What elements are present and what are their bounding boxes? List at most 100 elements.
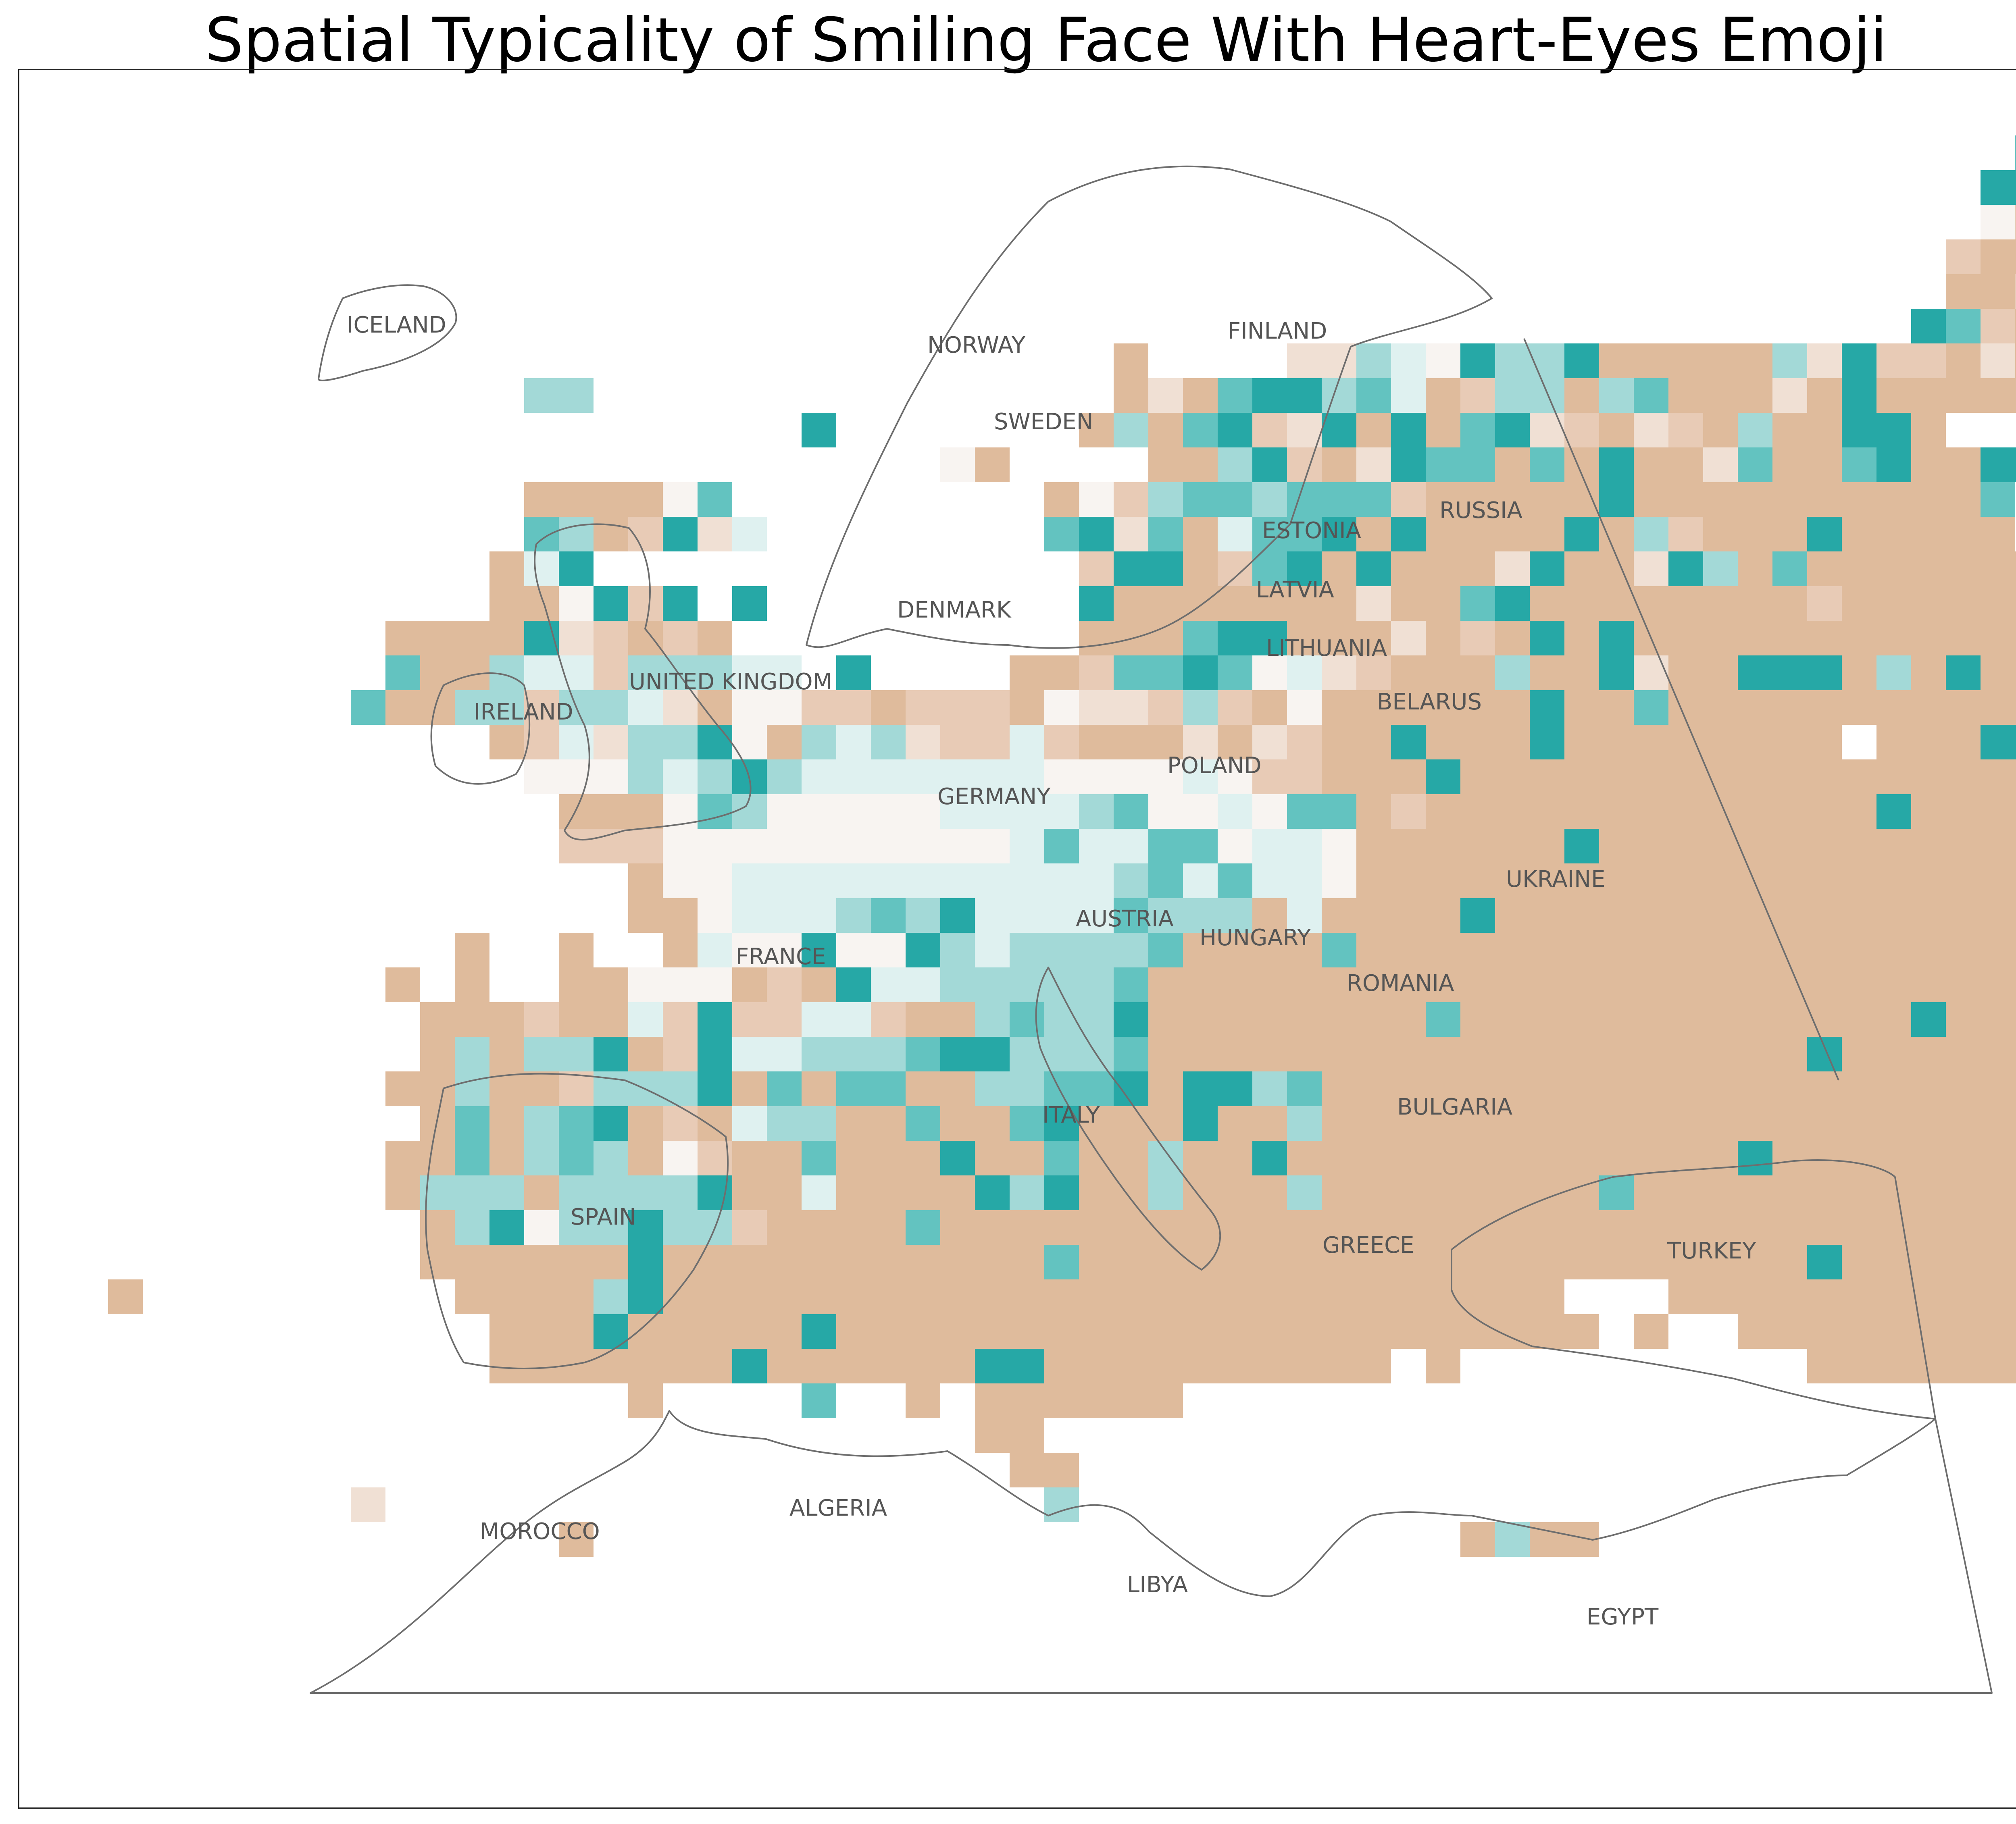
grid-cell [2015, 343, 2016, 378]
grid-cell [1842, 551, 1876, 586]
grid-cell [1738, 482, 1772, 517]
grid-cell [698, 1245, 732, 1279]
grid-cell [594, 967, 628, 1002]
grid-cell [975, 725, 1010, 759]
grid-cell [1738, 1071, 1772, 1106]
grid-cell [489, 1314, 524, 1349]
grid-cell [1946, 1071, 1981, 1106]
grid-cell [1460, 794, 1495, 829]
grid-cell [1148, 794, 1183, 829]
grid-cell [1946, 447, 1981, 482]
grid-cell [2015, 655, 2016, 690]
grid-cell [1738, 1141, 1772, 1175]
grid-cell [1807, 343, 1842, 378]
grid-cell [1807, 1141, 1842, 1175]
grid-cell [1807, 447, 1842, 482]
grid-cell [975, 1002, 1010, 1037]
grid-cell [1287, 1245, 1322, 1279]
grid-cell [1426, 378, 1460, 413]
map-boundary-outline [310, 1410, 1993, 1694]
grid-cell [1322, 655, 1356, 690]
grid-cell [2015, 205, 2016, 239]
grid-cell [1530, 1037, 1564, 1071]
grid-cell [594, 1210, 628, 1245]
grid-cell [1876, 1071, 1911, 1106]
grid-cell [1183, 1141, 1218, 1175]
grid-cell [455, 621, 489, 655]
grid-cell [455, 933, 489, 967]
grid-cell [1114, 1002, 1148, 1037]
grid-cell [1044, 863, 1079, 898]
iberia-outline [425, 1073, 729, 1369]
grid-cell [1668, 1071, 1703, 1106]
grid-cell [1183, 586, 1218, 621]
grid-cell [802, 1002, 836, 1037]
grid-cell [1634, 759, 1668, 794]
grid-cell [1460, 343, 1495, 378]
grid-cell [1391, 586, 1426, 621]
grid-cell [1946, 621, 1981, 655]
grid-cell [698, 1037, 732, 1071]
grid-cell [489, 1279, 524, 1314]
eastern-boundary [1523, 338, 1839, 1081]
grid-cell [385, 1175, 420, 1210]
grid-cell [1842, 967, 1876, 1002]
grid-cell [836, 829, 871, 863]
grid-cell [1148, 1245, 1183, 1279]
grid-cell [1738, 551, 1772, 586]
grid-cell [1599, 1175, 1634, 1210]
grid-cell [732, 1175, 767, 1210]
grid-cell [871, 1210, 906, 1245]
grid-cell [940, 759, 975, 794]
grid-cell [975, 1314, 1010, 1349]
grid-cell [871, 829, 906, 863]
grid-cell [1322, 551, 1356, 586]
grid-cell [1322, 1245, 1356, 1279]
label-morocco: MOROCCO [480, 1518, 600, 1545]
grid-cell [1426, 413, 1460, 447]
grid-cell [1876, 863, 1911, 898]
label-spain: SPAIN [571, 1204, 636, 1230]
grid-cell [1668, 759, 1703, 794]
grid-cell [1079, 1314, 1114, 1349]
grid-cell [1044, 1002, 1079, 1037]
grid-cell [2015, 794, 2016, 829]
grid-cell [732, 1106, 767, 1141]
grid-cell [1564, 551, 1599, 586]
grid-cell [1911, 1314, 1946, 1349]
label-bulgaria: BULGARIA [1397, 1094, 1512, 1120]
grid-cell [698, 967, 732, 1002]
grid-cell [1564, 621, 1599, 655]
grid-cell [1530, 1279, 1564, 1314]
grid-cell [1634, 1175, 1668, 1210]
grid-cell [1599, 725, 1634, 759]
grid-cell [1703, 725, 1738, 759]
grid-cell [1842, 1349, 1876, 1383]
grid-cell [1044, 1383, 1079, 1418]
grid-cell [1842, 517, 1876, 551]
grid-cell [732, 517, 767, 551]
grid-cell [524, 517, 559, 551]
grid-cell [1495, 933, 1530, 967]
grid-cell [1703, 1141, 1738, 1175]
grid-cell [1564, 1071, 1599, 1106]
grid-cell [836, 1002, 871, 1037]
grid-cell [1114, 898, 1148, 933]
grid-cell [1391, 933, 1426, 967]
grid-cell [1807, 1349, 1842, 1383]
grid-cell [732, 933, 767, 967]
grid-cell [1668, 1037, 1703, 1071]
grid-cell [1218, 551, 1252, 586]
grid-cell [1079, 482, 1114, 517]
grid-cell [1911, 1245, 1946, 1279]
grid-cell [1148, 551, 1183, 586]
grid-cell [1044, 794, 1079, 829]
grid-cell [1668, 1106, 1703, 1141]
grid-cell [975, 1210, 1010, 1245]
grid-cell [975, 898, 1010, 933]
grid-cell [698, 759, 732, 794]
grid-cell [975, 1245, 1010, 1279]
grid-cell [1876, 1106, 1911, 1141]
grid-cell [1287, 517, 1322, 551]
grid-cell [628, 655, 663, 690]
